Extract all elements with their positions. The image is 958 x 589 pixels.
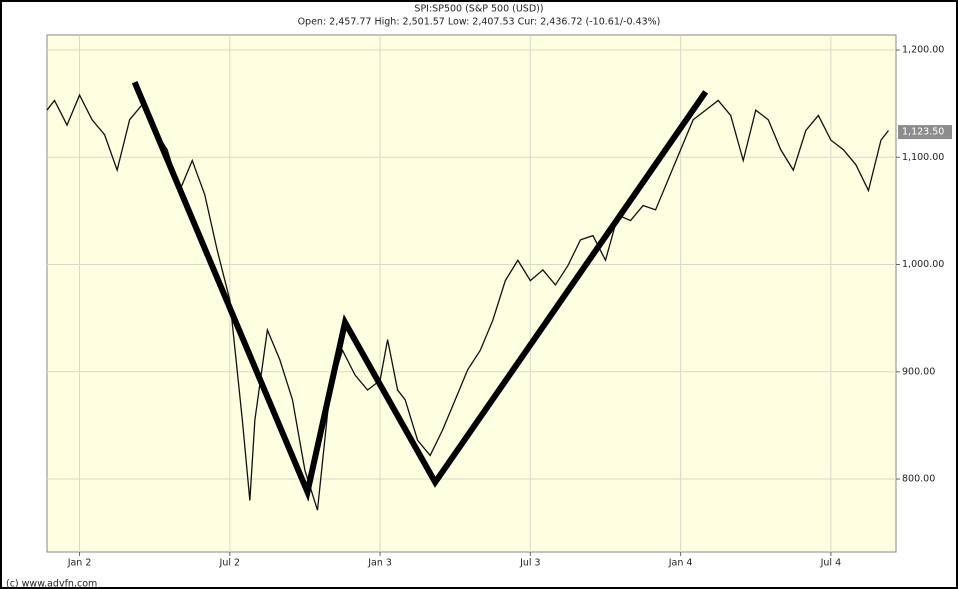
plot-area: [46, 34, 897, 553]
x-tick-label: Jul 4: [820, 558, 842, 569]
footer: (c) www.advfn.com: [6, 579, 97, 589]
price-line: [46, 93, 889, 511]
y-tick-label: 800.00: [902, 474, 935, 485]
y-tick-label: 1,100.00: [902, 152, 944, 163]
y-tick-label: 1,000.00: [902, 259, 944, 270]
y-tick-label: 1,200.00: [902, 45, 944, 56]
last-value-label: 1,123.50: [902, 127, 944, 138]
x-tick-label: Jul 2: [219, 558, 241, 569]
chart-subtitle: Open: 2,457.77 High: 2,501.57 Low: 2,407…: [298, 17, 661, 28]
trend-line: [131, 81, 709, 502]
last-value-box: [898, 125, 952, 140]
x-tick-label: Jan 3: [367, 558, 392, 569]
x-tick-label: Jul 3: [519, 558, 541, 569]
chart-title: SPI:SP500 (S&P 500 (USD)): [414, 4, 543, 15]
x-tick-label: Jan 4: [668, 558, 693, 569]
x-tick-label: Jan 2: [67, 558, 92, 569]
y-tick-label: 900.00: [902, 366, 935, 377]
